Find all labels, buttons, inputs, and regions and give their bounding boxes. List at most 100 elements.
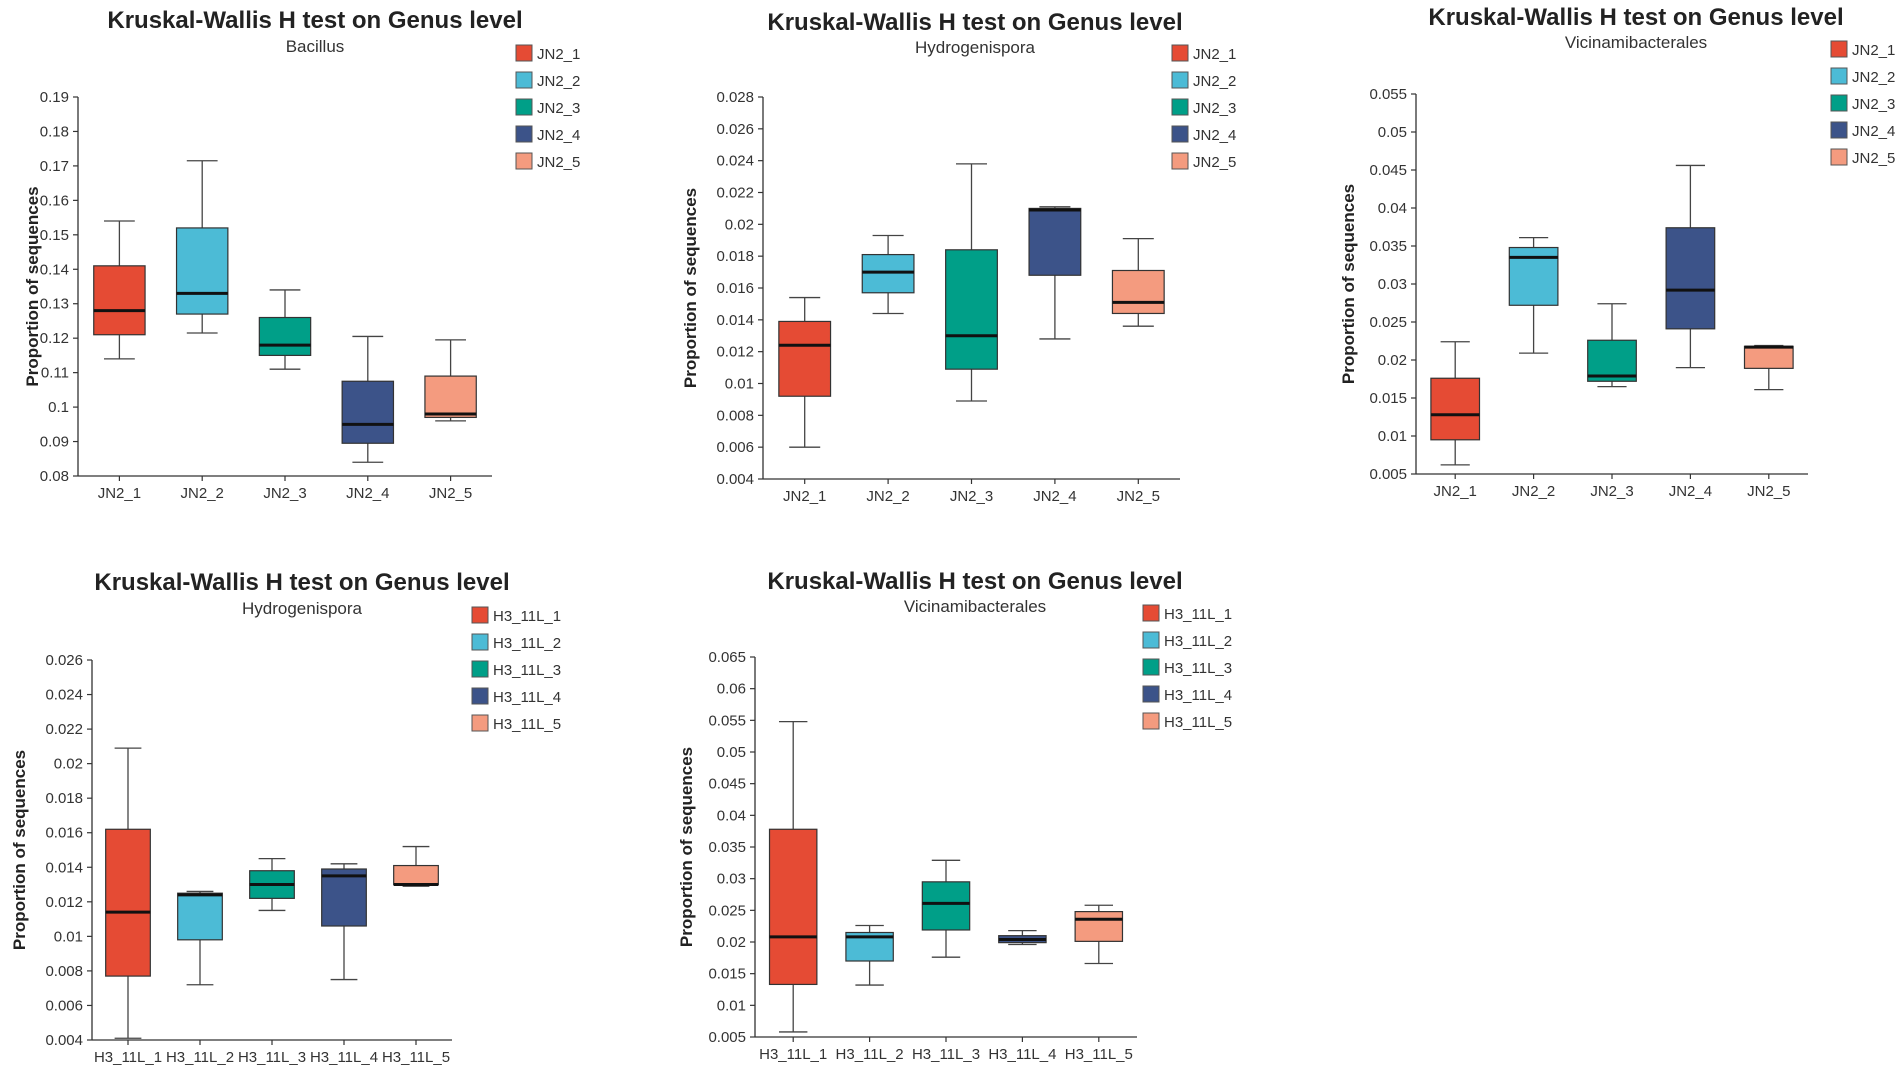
legend-label: JN2_5 bbox=[1852, 150, 1895, 167]
legend-item[interactable]: JN2_4 bbox=[1171, 125, 1236, 144]
y-tick-label: 0.005 bbox=[708, 1029, 746, 1046]
legend-label: JN2_4 bbox=[1193, 127, 1236, 144]
box-iqr[interactable] bbox=[93, 265, 146, 336]
legend-item[interactable]: JN2_3 bbox=[1171, 98, 1236, 117]
chart-4: Kruskal-Wallis H test on Genus level Hydr… bbox=[10, 569, 561, 1066]
box-JN2_3: JN2_3 bbox=[1587, 303, 1637, 500]
legend-swatch bbox=[1142, 685, 1160, 703]
box-JN2_3: JN2_3 bbox=[945, 163, 998, 505]
box-iqr[interactable] bbox=[945, 249, 998, 370]
y-tick-label: 0.004 bbox=[716, 471, 754, 488]
box-iqr[interactable] bbox=[175, 227, 229, 315]
legend-item[interactable]: H3_11L_4 bbox=[471, 687, 561, 706]
box-iqr[interactable] bbox=[861, 253, 915, 294]
y-tick-label: 0.015 bbox=[708, 966, 746, 983]
y-tick-label: 0.01 bbox=[725, 376, 754, 393]
box-iqr[interactable] bbox=[105, 828, 151, 977]
y-tick-label: 0.045 bbox=[708, 776, 746, 793]
legend-item[interactable]: JN2_3 bbox=[1830, 94, 1895, 113]
box-iqr[interactable] bbox=[393, 864, 439, 886]
box-iqr[interactable] bbox=[1028, 207, 1082, 276]
legend-item[interactable]: H3_11L_3 bbox=[471, 660, 561, 679]
legend-item[interactable]: H3_11L_5 bbox=[1142, 712, 1232, 731]
y-tick-label: 0.015 bbox=[1369, 390, 1407, 407]
legend-item[interactable]: JN2_2 bbox=[1830, 67, 1895, 86]
x-tick-label: JN2_1 bbox=[1434, 483, 1477, 500]
legend-item[interactable]: JN2_5 bbox=[1830, 148, 1895, 167]
legend-item[interactable]: H3_11L_4 bbox=[1142, 685, 1232, 704]
box-iqr[interactable] bbox=[1665, 227, 1716, 330]
legend-item[interactable]: H3_11L_2 bbox=[471, 633, 561, 652]
legend-item[interactable]: JN2_1 bbox=[1830, 40, 1895, 59]
chart-2: Kruskal-Wallis H test on Genus level Hydr… bbox=[681, 9, 1236, 505]
legend-label: JN2_1 bbox=[1852, 42, 1895, 59]
box-iqr[interactable] bbox=[1587, 339, 1637, 382]
box-iqr[interactable] bbox=[258, 316, 312, 357]
legend-item[interactable]: H3_11L_3 bbox=[1142, 658, 1232, 677]
y-tick-label: 0.11 bbox=[41, 365, 69, 382]
chart-title: Kruskal-Wallis H test on Genus level bbox=[1428, 4, 1843, 31]
legend-swatch bbox=[515, 44, 533, 62]
legend-item[interactable]: H3_11L_1 bbox=[471, 606, 561, 625]
y-tick-label: 0.014 bbox=[716, 312, 754, 329]
y-tick-label: 0.02 bbox=[717, 934, 746, 951]
box-iqr[interactable] bbox=[321, 868, 367, 927]
legend-item[interactable]: JN2_4 bbox=[515, 125, 580, 144]
legend-swatch bbox=[471, 687, 489, 705]
legend-item[interactable]: JN2_3 bbox=[515, 98, 580, 117]
legend-item[interactable]: H3_11L_1 bbox=[1142, 604, 1232, 623]
legend-label: JN2_1 bbox=[537, 46, 580, 63]
y-tick-label: 0.004 bbox=[45, 1032, 83, 1049]
legend-swatch bbox=[471, 714, 489, 732]
legend-item[interactable]: H3_11L_5 bbox=[471, 714, 561, 733]
x-tick-label: JN2_2 bbox=[181, 485, 224, 502]
box-JN2_5: JN2_5 bbox=[1743, 344, 1794, 500]
box-iqr[interactable] bbox=[1430, 377, 1481, 441]
legend-label: H3_11L_4 bbox=[1164, 687, 1232, 704]
box-iqr[interactable] bbox=[1743, 345, 1794, 369]
legend-label: H3_11L_5 bbox=[493, 716, 561, 733]
legend-item[interactable]: JN2_5 bbox=[1171, 152, 1236, 171]
y-tick-label: 0.026 bbox=[716, 121, 754, 138]
box-iqr[interactable] bbox=[341, 380, 395, 444]
legend-swatch bbox=[515, 125, 533, 143]
box-JN2_3: JN2_3 bbox=[258, 289, 312, 502]
box-iqr[interactable] bbox=[921, 881, 971, 931]
y-tick-label: 0.016 bbox=[716, 280, 754, 297]
legend-item[interactable]: JN2_5 bbox=[515, 152, 580, 171]
y-tick-label: 0.026 bbox=[45, 652, 83, 669]
x-tick-label: JN2_2 bbox=[866, 488, 909, 505]
legend-item[interactable]: JN2_1 bbox=[1171, 44, 1236, 63]
legend-label: JN2_5 bbox=[537, 154, 580, 171]
y-tick-label: 0.012 bbox=[45, 894, 83, 911]
y-tick-label: 0.04 bbox=[717, 807, 746, 824]
legend-swatch bbox=[1142, 658, 1160, 676]
box-iqr[interactable] bbox=[177, 892, 223, 941]
x-tick-label: JN2_2 bbox=[1512, 483, 1555, 500]
chart-subtitle: Vicinamibacterales bbox=[1565, 33, 1707, 52]
legend-swatch bbox=[1142, 604, 1160, 622]
y-tick-label: 0.18 bbox=[40, 123, 69, 140]
y-tick-label: 0.02 bbox=[725, 216, 754, 233]
y-tick-label: 0.12 bbox=[40, 330, 69, 347]
y-tick-label: 0.04 bbox=[1378, 200, 1407, 217]
legend-item[interactable]: JN2_1 bbox=[515, 44, 580, 63]
box-iqr[interactable] bbox=[768, 828, 818, 986]
legend-label: JN2_4 bbox=[1852, 123, 1895, 140]
box-iqr[interactable] bbox=[424, 375, 477, 419]
chart-3: Kruskal-Wallis H test on Genus level Vici… bbox=[1339, 4, 1895, 500]
box-H3_11L_2: H3_11L_2 bbox=[166, 890, 234, 1066]
legend-label: H3_11L_4 bbox=[493, 689, 561, 706]
legend-label: JN2_2 bbox=[537, 73, 580, 90]
box-iqr[interactable] bbox=[1111, 269, 1165, 315]
box-iqr[interactable] bbox=[1074, 910, 1124, 942]
legend-item[interactable]: H3_11L_2 bbox=[1142, 631, 1232, 650]
y-axis-label: Proportion of sequences bbox=[1339, 184, 1358, 384]
legend-item[interactable]: JN2_2 bbox=[515, 71, 580, 90]
legend-item[interactable]: JN2_2 bbox=[1171, 71, 1236, 90]
box-iqr[interactable] bbox=[778, 320, 832, 397]
legend-swatch bbox=[471, 633, 489, 651]
box-JN2_4: JN2_4 bbox=[1665, 164, 1716, 500]
y-axis-label: Proportion of sequences bbox=[681, 188, 700, 388]
legend-item[interactable]: JN2_4 bbox=[1830, 121, 1895, 140]
